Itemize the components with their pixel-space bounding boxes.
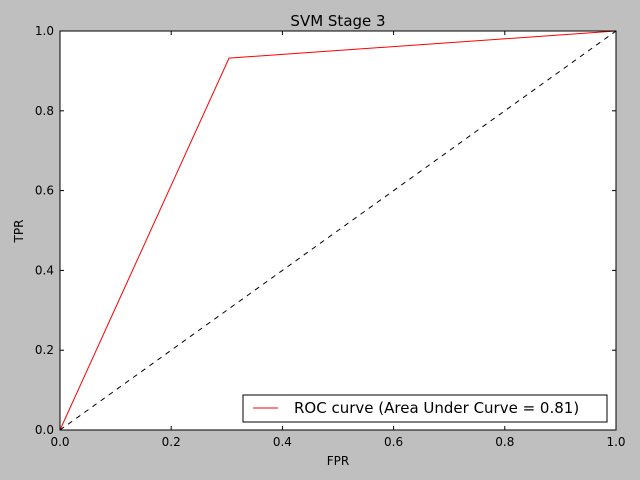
x-tick-label: 0.2: [162, 435, 181, 449]
plot-frame: [59, 30, 617, 431]
x-tick-label: 0.0: [50, 435, 69, 449]
ticks-layer: 0.0 0.2 0.4 0.6 0.8 1.0 0.0 0.2 0.4 0.6 0.8 1.0: [35, 24, 626, 449]
series-layer: [59, 30, 617, 431]
x-tick-label: 0.6: [384, 435, 403, 449]
y-tick-label: 0.4: [35, 263, 54, 277]
legend-box: [242, 394, 608, 423]
y-tick-label: 0.2: [35, 343, 54, 357]
legend-label-roc: ROC curve (Area Under Curve = 0.81): [294, 399, 579, 417]
x-tick-label: 0.4: [273, 435, 292, 449]
x-axis-label: FPR: [327, 454, 349, 468]
y-axis-label: TPR: [12, 220, 26, 244]
x-tick-label: 0.8: [495, 435, 514, 449]
y-tick-label: 0.8: [35, 104, 54, 118]
y-tick-label: 1.0: [35, 24, 54, 38]
y-tick-label: 0.6: [35, 184, 54, 198]
roc-curve-line: [59, 30, 617, 431]
legend: ROC curve (Area Under Curve = 0.81): [242, 394, 608, 423]
x-tick-label: 1.0: [606, 435, 625, 449]
chance-diagonal-line: [59, 30, 617, 431]
chart-title: SVM Stage 3: [290, 12, 385, 30]
y-tick-label: 0.0: [35, 423, 54, 437]
